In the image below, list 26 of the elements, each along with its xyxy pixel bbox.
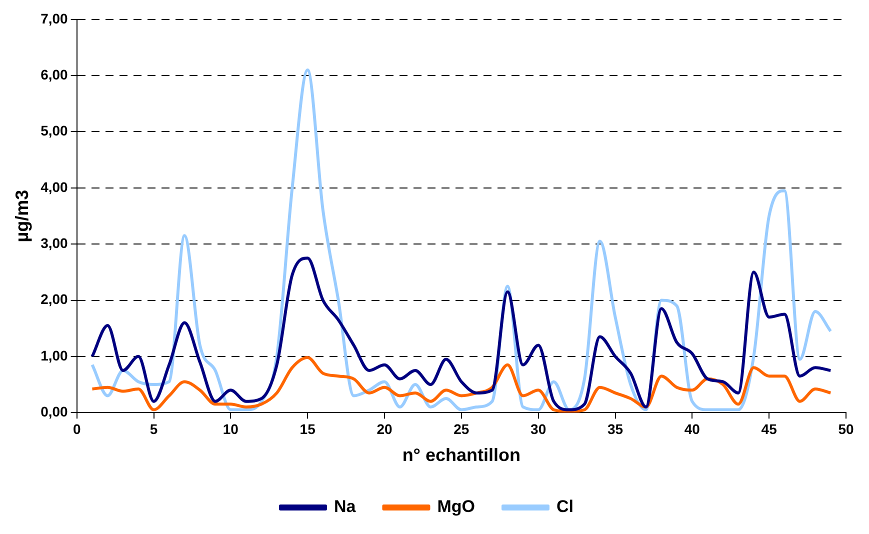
x-tick-label: 10 bbox=[222, 420, 239, 437]
y-tick-label: 4,00 bbox=[40, 178, 68, 195]
y-tick-label: 5,00 bbox=[40, 122, 68, 139]
x-tick-label: 30 bbox=[530, 420, 546, 437]
x-tick-label: 45 bbox=[761, 420, 778, 437]
x-tick-label: 25 bbox=[454, 420, 470, 437]
y-tick-label: 0,00 bbox=[40, 403, 68, 420]
line-series bbox=[90, 356, 832, 413]
x-tick-label: 0 bbox=[72, 420, 81, 437]
y-axis-title: µg/m3 bbox=[12, 190, 32, 242]
x-tick-label: 35 bbox=[607, 420, 624, 437]
x-tick-label: 50 bbox=[838, 420, 854, 437]
x-tick-label: 15 bbox=[300, 420, 316, 437]
y-tick-label: 7,00 bbox=[40, 10, 68, 26]
y-tick-label: 2,00 bbox=[40, 291, 68, 308]
legend-label: Na bbox=[334, 497, 356, 516]
x-tick-label: 20 bbox=[376, 420, 393, 437]
y-tick-label: 6,00 bbox=[40, 66, 68, 82]
y-tick-label: 3,00 bbox=[40, 234, 68, 251]
legend-label: MgO bbox=[437, 497, 476, 516]
y-tick-label: 1,00 bbox=[40, 347, 68, 364]
legend-label: Cl bbox=[556, 497, 574, 516]
x-tick-label: 5 bbox=[150, 420, 158, 437]
x-tick-label: 40 bbox=[684, 420, 700, 437]
x-axis-title: n° echantillon bbox=[402, 445, 521, 466]
line-series bbox=[90, 256, 832, 412]
